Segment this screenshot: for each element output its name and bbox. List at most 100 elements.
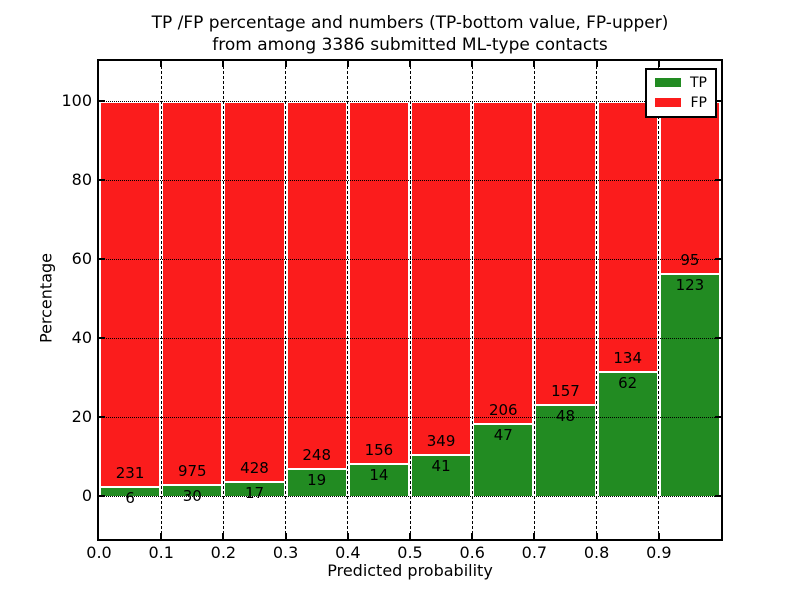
x-tick-top bbox=[222, 61, 225, 67]
vertical-gridline bbox=[596, 61, 598, 539]
x-tick-bottom bbox=[346, 533, 349, 539]
bar-segment-tp bbox=[472, 422, 535, 496]
bar-count-label-tp: 14 bbox=[369, 466, 389, 485]
bar-count-label-tp: 17 bbox=[244, 483, 265, 502]
bar-count-label-fp: 349 bbox=[426, 432, 456, 451]
x-tick-top bbox=[595, 61, 598, 67]
bar-segment-tp bbox=[534, 403, 597, 496]
x-tick-label: 0.4 bbox=[335, 543, 361, 562]
bar-count-label-tp: 41 bbox=[431, 457, 451, 476]
x-tick-bottom bbox=[160, 533, 163, 539]
bar-segment-fp bbox=[223, 101, 286, 481]
y-tick-label: 100 bbox=[61, 91, 92, 110]
horizontal-gridline bbox=[99, 179, 721, 181]
x-tick-label: 0.6 bbox=[459, 543, 485, 562]
bar-segment-tp bbox=[223, 480, 286, 496]
y-tick-right bbox=[715, 100, 721, 102]
bar-count-label-tp: 6 bbox=[125, 489, 135, 507]
bar-count-label-fp: 231 bbox=[115, 464, 145, 482]
bar-count-label-fp: 157 bbox=[551, 381, 580, 400]
bar-count-label-tp: 19 bbox=[307, 470, 327, 489]
y-tick-left bbox=[99, 258, 105, 260]
bar-count-label-fp: 206 bbox=[488, 400, 518, 419]
bar-count-label-tp: 123 bbox=[675, 276, 705, 295]
x-tick-label: 0.3 bbox=[272, 543, 299, 562]
y-tick-left bbox=[99, 416, 105, 418]
bar-segment-tp bbox=[410, 454, 473, 496]
x-tick-bottom bbox=[409, 533, 411, 539]
x-axis-label: Predicted probability bbox=[327, 561, 493, 580]
bar-count-label-fp: 428 bbox=[240, 458, 269, 477]
legend-color-patch bbox=[655, 78, 681, 87]
y-tick-left bbox=[99, 179, 105, 181]
vertical-gridline bbox=[285, 61, 287, 539]
bar-segment-tp bbox=[347, 463, 410, 496]
bar-segment-tp bbox=[596, 371, 659, 496]
legend-item: TP bbox=[655, 75, 707, 90]
x-tick-label: 0.8 bbox=[583, 543, 610, 562]
y-tick-label: 0 bbox=[81, 486, 92, 505]
chart-title-line1: TP /FP percentage and numbers (TP-bottom… bbox=[151, 13, 669, 33]
bar-count-label-tp: 30 bbox=[182, 487, 202, 506]
vertical-gridline bbox=[533, 61, 535, 539]
bar-count-label-fp: 975 bbox=[177, 462, 207, 481]
y-tick-label: 80 bbox=[71, 170, 92, 189]
x-tick-label: 0.2 bbox=[210, 543, 237, 562]
bar-count-label-tp: 62 bbox=[618, 374, 638, 393]
y-tick-left bbox=[99, 100, 105, 102]
x-tick-label: 0.7 bbox=[521, 543, 548, 562]
y-tick-label: 40 bbox=[71, 328, 92, 347]
horizontal-gridline bbox=[99, 416, 721, 418]
y-tick-label: 60 bbox=[71, 249, 92, 268]
x-tick-top bbox=[409, 61, 411, 67]
bar-segment-tp bbox=[99, 486, 162, 496]
vertical-gridline bbox=[409, 61, 411, 539]
legend-item-label: TP bbox=[690, 74, 707, 91]
horizontal-gridline bbox=[99, 337, 721, 339]
vertical-gridline bbox=[658, 61, 660, 539]
x-tick-top bbox=[160, 61, 163, 67]
x-tick-top bbox=[657, 61, 660, 67]
bar-segment-fp bbox=[99, 101, 162, 486]
x-tick-top bbox=[533, 61, 536, 67]
bar-count-label-fp: 95 bbox=[680, 251, 700, 270]
x-tick-label: 0.9 bbox=[646, 543, 672, 562]
x-tick-bottom bbox=[595, 533, 598, 539]
bar-segment-fp bbox=[472, 101, 535, 423]
y-tick-label: 20 bbox=[71, 407, 92, 426]
y-tick-right bbox=[715, 179, 721, 181]
x-tick-bottom bbox=[471, 533, 474, 539]
bar-segment-fp bbox=[161, 101, 224, 485]
legend: TP FP bbox=[645, 68, 717, 118]
x-tick-bottom bbox=[284, 533, 287, 539]
bar-count-label-fp: 248 bbox=[302, 445, 331, 464]
bar-segment-tp bbox=[658, 273, 721, 496]
bar-segment-fp bbox=[410, 101, 473, 455]
y-tick-left bbox=[99, 495, 105, 497]
bar-segment-fp bbox=[658, 101, 721, 274]
y-tick-left bbox=[99, 337, 105, 339]
x-tick-label: 0.0 bbox=[86, 543, 112, 562]
x-tick-bottom bbox=[657, 533, 660, 539]
bar-segment-fp bbox=[534, 101, 597, 404]
x-tick-label: 0.1 bbox=[148, 543, 174, 562]
bar-count-label-tp: 47 bbox=[493, 425, 513, 444]
bar-segment-fp bbox=[596, 101, 659, 372]
vertical-gridline bbox=[347, 61, 349, 539]
bar-segment-fp bbox=[347, 101, 410, 464]
x-tick-label: 0.5 bbox=[397, 543, 423, 562]
x-tick-top bbox=[284, 61, 287, 67]
x-tick-top bbox=[471, 61, 474, 67]
legend-item-label: FP bbox=[690, 94, 708, 111]
chart-title-line2: from among 3386 submitted ML-type contac… bbox=[212, 35, 608, 55]
horizontal-gridline bbox=[99, 258, 721, 260]
y-tick-right bbox=[715, 337, 721, 339]
legend-item: FP bbox=[655, 95, 707, 110]
horizontal-gridline bbox=[99, 100, 721, 102]
x-tick-bottom bbox=[222, 533, 225, 539]
vertical-gridline bbox=[222, 61, 224, 539]
x-tick-bottom bbox=[533, 533, 536, 539]
y-tick-right bbox=[715, 258, 721, 260]
bar-count-label-fp: 134 bbox=[613, 349, 642, 368]
y-tick-right bbox=[715, 416, 721, 418]
